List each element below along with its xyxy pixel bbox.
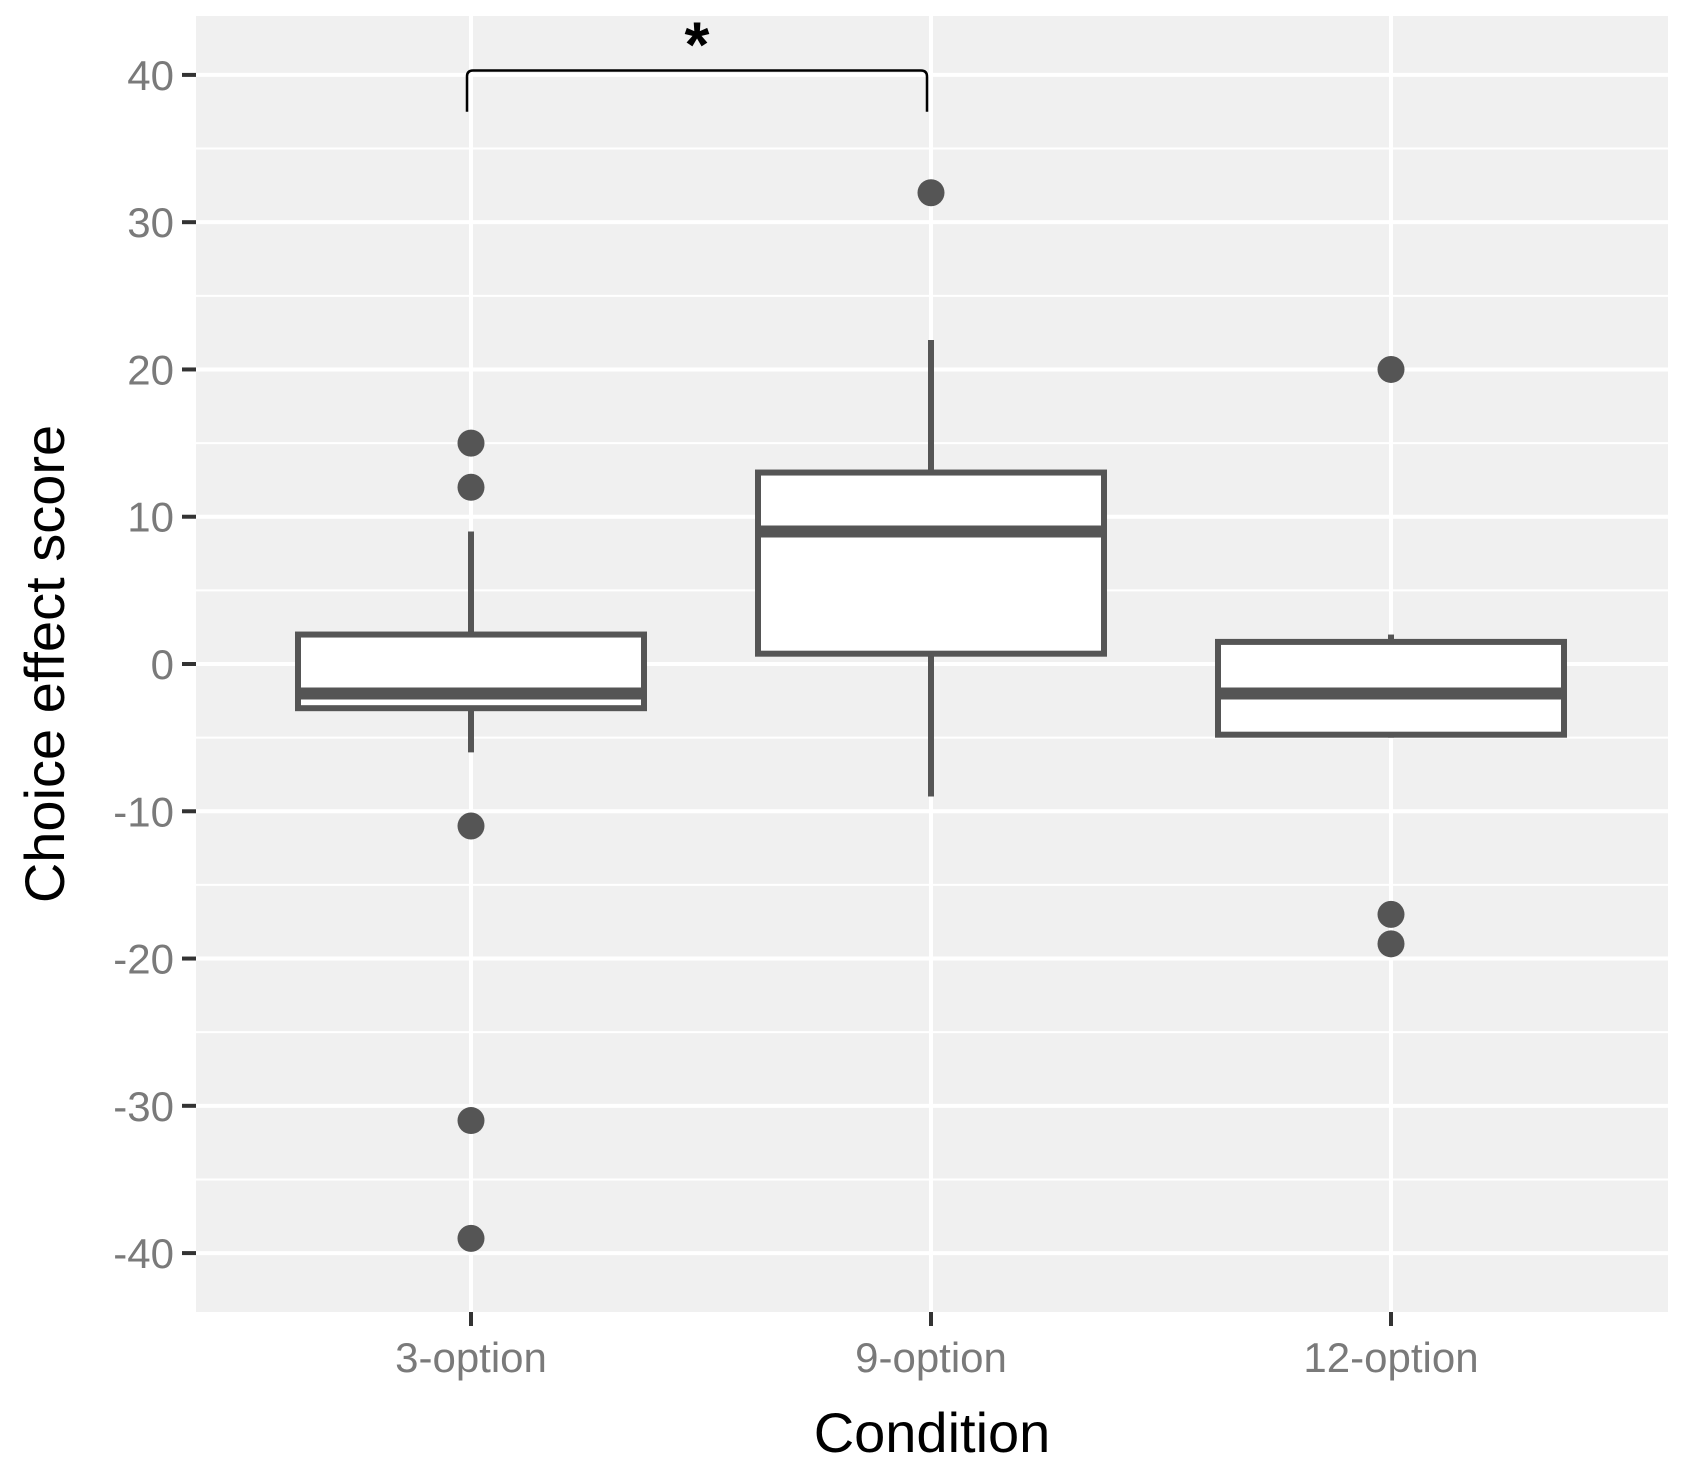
x-tick-label: 3-option: [395, 1334, 547, 1381]
y-tick-label: 20: [127, 346, 174, 393]
y-tick-label: -30: [113, 1083, 174, 1130]
y-tick-label: 40: [127, 52, 174, 99]
y-tick-label: 30: [127, 199, 174, 246]
outlier-point: [1377, 900, 1405, 928]
y-tick-label: -10: [113, 788, 174, 835]
outlier-point: [457, 1107, 485, 1135]
x-axis-title: Condition: [814, 1401, 1051, 1464]
outlier-point: [457, 429, 485, 457]
significance-annotations: *: [465, 8, 929, 112]
significance-label: *: [685, 8, 710, 80]
x-tick-label: 9-option: [855, 1334, 1007, 1381]
box-3-option: [295, 429, 647, 1252]
outlier-point: [1377, 355, 1405, 383]
x-tick-label: 12-option: [1303, 1334, 1478, 1381]
x-axis: 3-option 9-option 12-option: [395, 1312, 1479, 1381]
y-tick-label: 0: [151, 641, 174, 688]
boxes: [295, 179, 1567, 1252]
y-tick-label: -40: [113, 1230, 174, 1277]
outlier-point: [457, 1224, 485, 1252]
y-axis: -40 -30 -20 -10 0 10 20 30 40: [113, 52, 196, 1277]
y-axis-title: Choice effect score: [13, 425, 76, 903]
outlier-point: [1377, 930, 1405, 958]
outlier-point: [457, 473, 485, 501]
box-12-option: [1215, 355, 1567, 958]
y-tick-label: -20: [113, 936, 174, 983]
box-9-option: [755, 179, 1107, 797]
outlier-point: [457, 812, 485, 840]
outlier-point: [917, 179, 945, 207]
iqr-box: [755, 469, 1107, 657]
y-tick-label: 10: [127, 494, 174, 541]
significance-bracket: [465, 69, 929, 112]
